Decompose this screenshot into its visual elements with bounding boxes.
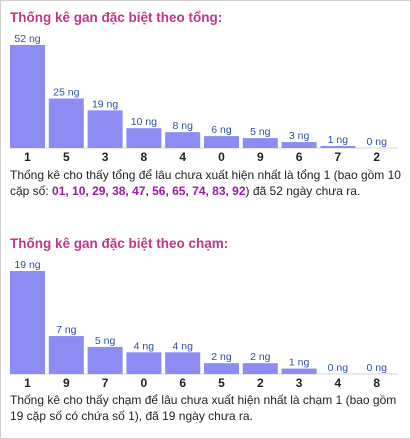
bar-value-label: 25 ng: [53, 86, 79, 98]
bar-value-label: 0 ng: [366, 362, 387, 374]
bar-1: [10, 271, 45, 374]
bar-2: [242, 363, 278, 374]
bar-0: [204, 136, 239, 148]
category-label: 7: [102, 376, 109, 390]
category-label: 4: [179, 150, 186, 164]
category-label: 5: [218, 376, 225, 390]
category-label: 9: [63, 376, 70, 390]
bar-6: [281, 142, 317, 148]
category-label: 5: [63, 150, 70, 164]
category-label: 3: [102, 150, 109, 164]
category-label: 8: [141, 150, 148, 164]
bar-value-label: 2 ng: [250, 351, 271, 363]
category-label: 6: [296, 150, 303, 164]
bar-1: [10, 45, 45, 148]
bar-value-label: 52 ng: [14, 33, 40, 45]
sum-description-end: ) đã 52 ngày chưa ra.: [245, 183, 361, 198]
bar-0: [126, 352, 162, 374]
bar-8: [126, 128, 162, 148]
bar-4: [165, 132, 201, 148]
sum-number-list: 01, 10, 29, 38, 47, 56, 65, 74, 83, 92: [52, 183, 246, 198]
sum-chart-title: Thống kê gan đặc biệt theo tổng:: [10, 10, 223, 25]
bar-5: [48, 98, 84, 148]
bar-9: [48, 336, 84, 374]
sum-bar-chart: 52 ng 1 25 ng 5 19 ng 3 10 ng 8 8 ng 4 6 ng 0 5 ng 9 3…: [10, 33, 398, 164]
category-label: 1: [24, 376, 31, 390]
bar-value-label: 4 ng: [172, 340, 193, 352]
bar-value-label: 1 ng: [289, 357, 310, 369]
category-label: 2: [373, 150, 380, 164]
category-label: 8: [373, 376, 380, 390]
bar-value-label: 8 ng: [172, 120, 193, 132]
bar-7: [320, 146, 356, 148]
sum-description-start: Thống kê cho thấy tổng để lâu chưa xuất …: [10, 168, 401, 198]
category-label: 0: [141, 376, 148, 390]
category-label: 1: [24, 150, 31, 164]
bar-3: [281, 368, 317, 374]
bar-value-label: 0 ng: [328, 362, 349, 374]
bar-value-label: 2 ng: [211, 351, 232, 363]
category-label: 9: [257, 150, 264, 164]
category-label: 4: [335, 376, 342, 390]
sum-description: Thống kê cho thấy tổng để lâu chưa xuất …: [10, 168, 405, 199]
bar-value-label: 5 ng: [250, 126, 271, 138]
bar-6: [165, 352, 201, 374]
bar-value-label: 3 ng: [289, 130, 310, 142]
bar-value-label: 19 ng: [14, 259, 40, 271]
touch-chart-title: Thống kê gan đặc biệt theo chạm:: [10, 236, 229, 251]
category-label: 0: [218, 150, 225, 164]
category-label: 3: [296, 376, 303, 390]
bar-value-label: 1 ng: [328, 134, 349, 146]
touch-bar-chart: 19 ng 1 7 ng 9 5 ng 7 4 ng 0 4 ng 6 2 ng 5 2 ng 2 1 ng…: [10, 259, 398, 390]
touch-description: Thống kê cho thấy chạm để lâu chưa xuất …: [10, 393, 397, 423]
bar-value-label: 4 ng: [134, 340, 155, 352]
category-label: 6: [179, 376, 186, 390]
bar-5: [204, 363, 239, 374]
bar-3: [87, 110, 123, 148]
bar-value-label: 5 ng: [95, 335, 116, 347]
bar-value-label: 0 ng: [366, 136, 387, 148]
bar-7: [87, 346, 123, 374]
bar-value-label: 10 ng: [131, 116, 157, 128]
bar-value-label: 19 ng: [92, 98, 118, 110]
category-label: 2: [257, 376, 264, 390]
bar-9: [242, 138, 278, 148]
bar-value-label: 6 ng: [211, 124, 232, 136]
category-label: 7: [335, 150, 342, 164]
bar-value-label: 7 ng: [56, 324, 77, 336]
